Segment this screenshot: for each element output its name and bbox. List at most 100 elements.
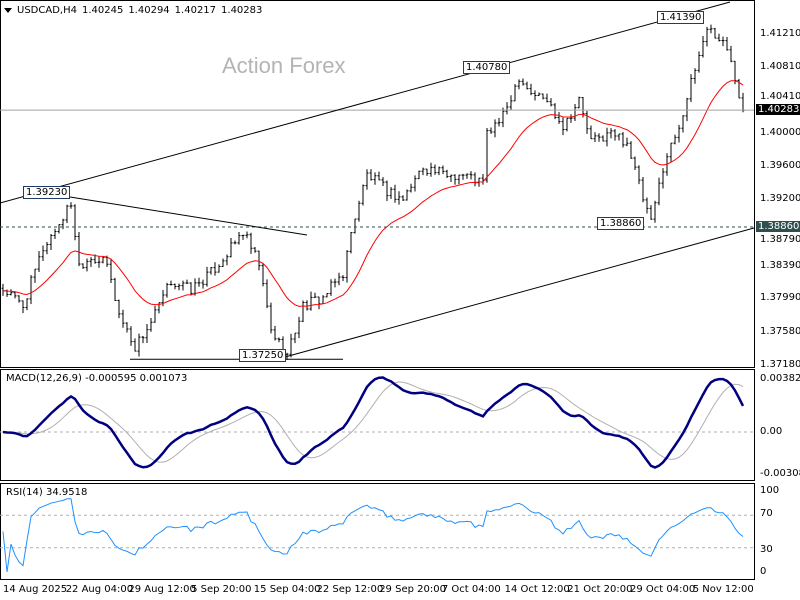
price-bar — [501, 107, 505, 128]
macd-panel-frame — [0, 369, 755, 481]
price-bar — [521, 78, 525, 86]
price-bar — [729, 45, 733, 63]
price-bar — [513, 84, 517, 102]
price-bar — [461, 173, 465, 180]
time-tick-label: 22 Sep 12:00 — [316, 584, 384, 595]
price-bar — [525, 81, 529, 90]
macd-tick-label: 0.00 — [760, 426, 783, 437]
price-bar — [409, 183, 413, 193]
price-bar — [213, 262, 217, 276]
price-bar — [493, 119, 497, 138]
level-price-tag: 1.38860 — [756, 221, 800, 232]
price-bar — [73, 204, 77, 241]
price-bar — [545, 93, 549, 103]
price-bar — [533, 90, 537, 101]
price-bar — [629, 141, 633, 159]
price-bar — [517, 79, 521, 90]
price-bar — [341, 275, 345, 282]
price-bar — [89, 257, 93, 267]
price-bar — [165, 282, 169, 298]
price-bar — [701, 35, 705, 58]
price-bar — [677, 124, 681, 143]
lower-channel-line — [284, 227, 755, 358]
price-bar — [121, 309, 125, 328]
price-bar — [145, 323, 149, 343]
chart-header: USDCAD,H4 1.40245 1.40294 1.40217 1.40283 — [4, 5, 267, 16]
price-bar — [225, 254, 229, 266]
price-bar — [57, 224, 61, 234]
price-bar — [321, 295, 325, 305]
price-tick-label: 1.38390 — [760, 259, 800, 271]
price-bar — [609, 128, 613, 139]
price-bar — [421, 167, 425, 176]
price-bar — [253, 246, 257, 253]
price-bar — [269, 302, 273, 334]
price-bar — [113, 277, 117, 301]
price-bar — [117, 299, 121, 319]
time-tick-label: 15 Sep 04:00 — [253, 584, 321, 595]
price-bar — [593, 132, 597, 142]
price-tick-label: 1.39600 — [760, 160, 800, 172]
price-bar — [505, 102, 509, 115]
rsi-tick-label: 0 — [760, 566, 767, 577]
price-tick-label: 1.40810 — [760, 60, 800, 72]
price-bar — [237, 231, 241, 245]
price-bar — [101, 256, 105, 264]
open-value: 1.40245 — [81, 5, 124, 16]
upper-channel-line — [0, 1, 731, 204]
time-tick-label: 7 Oct 04:00 — [441, 584, 501, 595]
price-bar — [81, 263, 85, 269]
price-bar — [721, 36, 725, 47]
time-tick-label: 29 Aug 12:00 — [128, 584, 196, 595]
price-annotation-label: 1.38860 — [597, 217, 645, 230]
price-bar — [573, 103, 577, 121]
price-bar — [605, 127, 609, 147]
price-bar — [549, 98, 553, 107]
price-bar — [257, 250, 261, 271]
close-value: 1.40283 — [221, 5, 263, 16]
price-bar — [9, 289, 13, 296]
macd-tick-label: 0.003824 — [760, 373, 800, 384]
price-tick-label: 1.41210 — [760, 28, 800, 39]
price-bar — [129, 326, 133, 346]
price-bar — [305, 300, 309, 311]
price-bar — [329, 279, 333, 296]
price-bar — [365, 169, 369, 190]
price-bar — [497, 117, 501, 127]
dropdown-triangle-icon[interactable] — [4, 7, 12, 13]
price-bar — [1, 283, 5, 296]
descending-trend-line — [69, 196, 308, 236]
price-bar — [637, 165, 641, 185]
price-bar — [569, 114, 573, 123]
price-bar — [393, 184, 397, 203]
rsi-label: RSI(14) 34.9518 — [6, 487, 88, 498]
price-bar — [197, 277, 201, 287]
price-bar — [69, 202, 73, 209]
price-bar — [741, 92, 745, 113]
price-bar — [565, 117, 569, 132]
price-tick-label: 1.40000 — [760, 127, 800, 139]
price-bar — [509, 95, 513, 111]
price-bar — [425, 168, 429, 176]
rsi-tick-label: 30 — [760, 544, 773, 555]
price-tick-label: 1.39200 — [760, 193, 800, 205]
price-bar — [453, 174, 457, 185]
price-tick-label: 1.37580 — [760, 326, 800, 338]
main-panel-frame — [0, 0, 755, 368]
price-bar — [385, 180, 389, 201]
price-tick-label: 1.38790 — [760, 234, 800, 245]
price-annotation-label: 1.37250 — [239, 349, 287, 362]
price-bar — [277, 337, 281, 343]
price-bar — [33, 268, 37, 283]
price-bar — [449, 174, 453, 183]
price-bar — [149, 317, 153, 332]
price-bar — [229, 237, 233, 258]
macd-label: MACD(12,26,9) -0.000595 0.001073 — [6, 373, 188, 384]
price-bar — [313, 292, 317, 298]
price-bar — [369, 169, 373, 181]
price-bar — [181, 280, 185, 291]
time-tick-label: 14 Aug 2025 — [3, 584, 68, 595]
price-tick-label: 1.37990 — [760, 292, 800, 304]
price-bar — [709, 24, 713, 34]
